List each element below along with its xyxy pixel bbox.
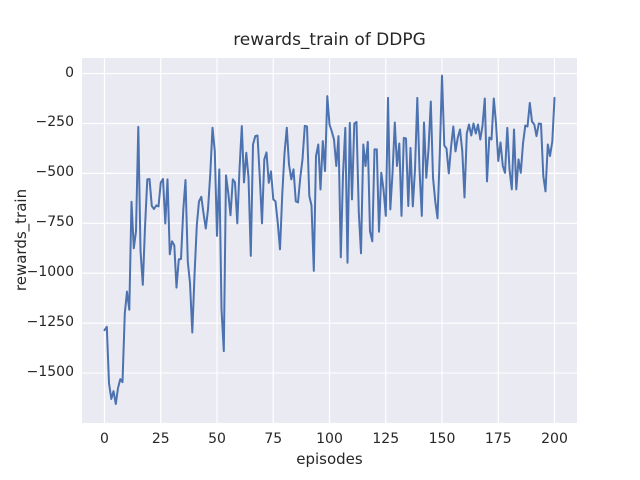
x-tick-label: 25: [151, 431, 170, 447]
x-tick-label: 50: [208, 431, 226, 447]
chart-title: rewards_train of DDPG: [233, 30, 426, 50]
x-tick-label: 200: [541, 431, 568, 447]
x-tick-label: 175: [484, 431, 512, 447]
reward-line: [103, 74, 556, 405]
x-tick-label: 75: [264, 431, 283, 447]
y-tick-label: −250: [35, 114, 74, 131]
x-tick-label: 150: [428, 431, 456, 447]
x-tick-label: 125: [372, 431, 400, 447]
x-axis-label: episodes: [296, 450, 363, 468]
x-tick-label: 100: [316, 431, 343, 447]
x-tick-label: 0: [100, 431, 109, 447]
y-tick-label: −1500: [26, 364, 74, 381]
y-tick-label: −750: [35, 214, 74, 231]
y-tick-label: 0: [65, 64, 74, 81]
y-tick-label: −500: [35, 164, 74, 181]
y-tick-label: −1000: [26, 264, 74, 281]
y-tick-label: −1250: [26, 314, 74, 331]
